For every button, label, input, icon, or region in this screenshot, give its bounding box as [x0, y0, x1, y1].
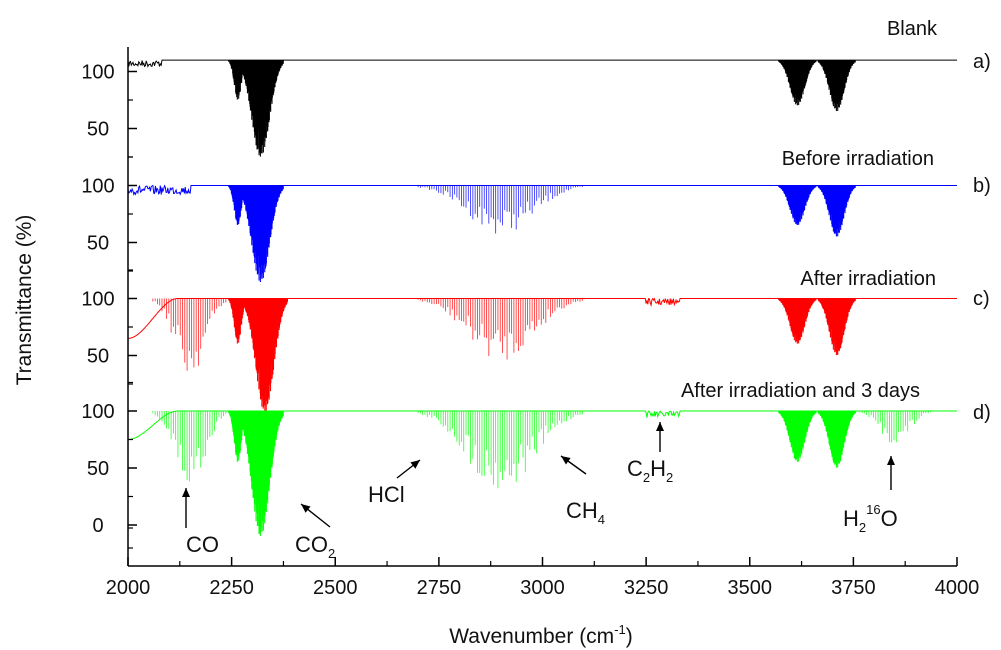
annotation-label: CO — [186, 532, 219, 557]
x-tick-label: 3750 — [831, 577, 876, 599]
annotation-arrow-head — [656, 422, 664, 431]
x-axis-title-sup: -1 — [614, 622, 626, 637]
axes: 2000 2250 2500 2750 3000 3250 3500 3750 40001005… — [81, 47, 979, 599]
series-4-band-5 — [778, 411, 817, 462]
x-tick-label: 4000 — [935, 577, 980, 599]
series-2-band-5 — [817, 185, 856, 237]
y-tick-label: 0 — [92, 515, 103, 537]
series-3-band-4 — [417, 298, 583, 360]
series-4-band-4 — [417, 411, 583, 489]
series-1 — [127, 59, 957, 157]
series-label-3: After irradiation — [800, 268, 936, 290]
annotation-sub2: 2 — [666, 470, 673, 485]
x-tick-label: 3000 — [520, 577, 565, 599]
annotation-sup: 16 — [866, 502, 880, 517]
series-3-band-1 — [241, 298, 288, 412]
annotation-label: CO — [186, 532, 219, 557]
series-1-band-4 — [817, 60, 856, 112]
annotation-sub: 2 — [643, 470, 650, 485]
plot-area — [127, 59, 957, 536]
x-axis-title-tail: ) — [626, 625, 633, 648]
y-tick-label: 100 — [81, 62, 114, 84]
x-axis-title: Wavenumber (cm-1) — [449, 622, 633, 648]
series-1-band-2 — [228, 60, 248, 100]
y-tick-label: 100 — [81, 289, 114, 311]
annotation-label: CO — [295, 532, 328, 557]
y-tick-label: 100 — [81, 401, 114, 423]
annotation-arrow-head — [561, 456, 571, 465]
x-tick-label: 2000 — [106, 577, 151, 599]
x-tick-label: 2750 — [417, 577, 462, 599]
annotation-tail: O — [881, 506, 898, 531]
annotation-label: C — [627, 456, 643, 481]
series-1-band-1 — [237, 60, 284, 157]
annotation-sub: 4 — [598, 512, 605, 527]
annotation-sub: 2 — [859, 520, 866, 535]
annotation-label: C2H2 — [627, 456, 673, 485]
series-tag-3: c) — [973, 288, 990, 310]
annotation-label: HCl — [368, 482, 405, 507]
series-2-band-1 — [237, 185, 284, 283]
annotation-2: CO2 — [295, 503, 335, 561]
series-3-band-3 — [152, 298, 227, 371]
annotation-6: H216O — [843, 456, 898, 535]
series-1-band-3 — [778, 60, 817, 106]
y-tick-label: 100 — [81, 176, 114, 198]
series-tag-2: b) — [973, 175, 991, 197]
annotation-tail: H — [650, 456, 666, 481]
series-2-band-3 — [417, 185, 583, 234]
annotation-3: HCl — [368, 459, 421, 507]
x-tick-label: 2500 — [313, 577, 358, 599]
series-label-2: Before irradiation — [782, 148, 934, 170]
series-4 — [128, 410, 957, 536]
annotation-label: H216O — [843, 502, 898, 535]
annotation-label: HCl — [368, 482, 405, 507]
series-4-band-7 — [857, 411, 931, 443]
annotation-4: CH4 — [560, 455, 605, 527]
series-3-band-5 — [778, 298, 817, 344]
series-tag-4: d) — [973, 402, 991, 424]
series-3-band-6 — [817, 298, 856, 356]
annotation-arrow-head — [301, 504, 311, 513]
annotation-arrow-head — [887, 456, 895, 465]
y-axis-title: Transmittance (%) — [13, 215, 36, 386]
labels: Blank a) Before irradiation b) After irradia… — [13, 18, 991, 648]
series-4-band-1 — [237, 411, 284, 536]
series-tag-1: a) — [973, 51, 991, 73]
x-tick-label: 2250 — [209, 577, 254, 599]
series-2-band-2 — [228, 185, 248, 225]
series-3 — [128, 297, 957, 412]
annotation-sub: 2 — [328, 546, 335, 561]
y-tick-label: 50 — [87, 119, 109, 141]
series-4-band-6 — [817, 411, 856, 468]
annotation-label: H — [843, 506, 859, 531]
annotation-arrow-head — [182, 488, 190, 497]
series-3-band-2 — [228, 298, 248, 344]
annotation-arrow-head — [410, 460, 420, 469]
annotation-label: CH4 — [566, 498, 605, 527]
y-tick-label: 50 — [87, 346, 109, 368]
x-tick-label: 3500 — [728, 577, 773, 599]
series-2 — [127, 184, 957, 283]
annotation-label: CO2 — [295, 532, 335, 561]
annotation-label: CH — [566, 498, 598, 523]
series-2-band-4 — [778, 185, 817, 226]
x-tick-label: 3250 — [624, 577, 669, 599]
x-axis-title-main: Wavenumber (cm — [449, 625, 614, 648]
y-tick-label: 50 — [87, 233, 109, 255]
series-label-4: After irradiation and 3 days — [681, 380, 920, 402]
y-tick-label: 50 — [87, 458, 109, 480]
annotation-5: C2H2 — [627, 422, 673, 485]
annotation-1: CO — [182, 488, 219, 557]
series-4-band-2 — [228, 411, 248, 462]
series-4-band-3 — [152, 411, 227, 482]
series-label-1: Blank — [887, 18, 938, 40]
